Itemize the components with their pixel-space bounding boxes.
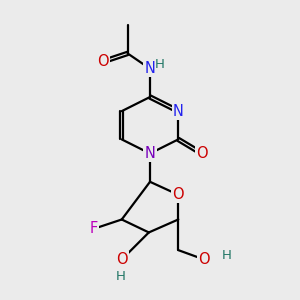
Text: O: O [97,54,109,69]
Text: N: N [145,146,155,161]
Text: H: H [116,270,125,283]
Text: N: N [173,103,184,118]
Text: O: O [196,146,208,161]
Text: H: H [222,249,232,262]
Text: O: O [116,252,127,267]
Text: H: H [155,58,165,71]
Text: N: N [145,61,155,76]
Text: F: F [89,221,98,236]
Text: O: O [198,252,210,267]
Text: O: O [172,187,184,202]
